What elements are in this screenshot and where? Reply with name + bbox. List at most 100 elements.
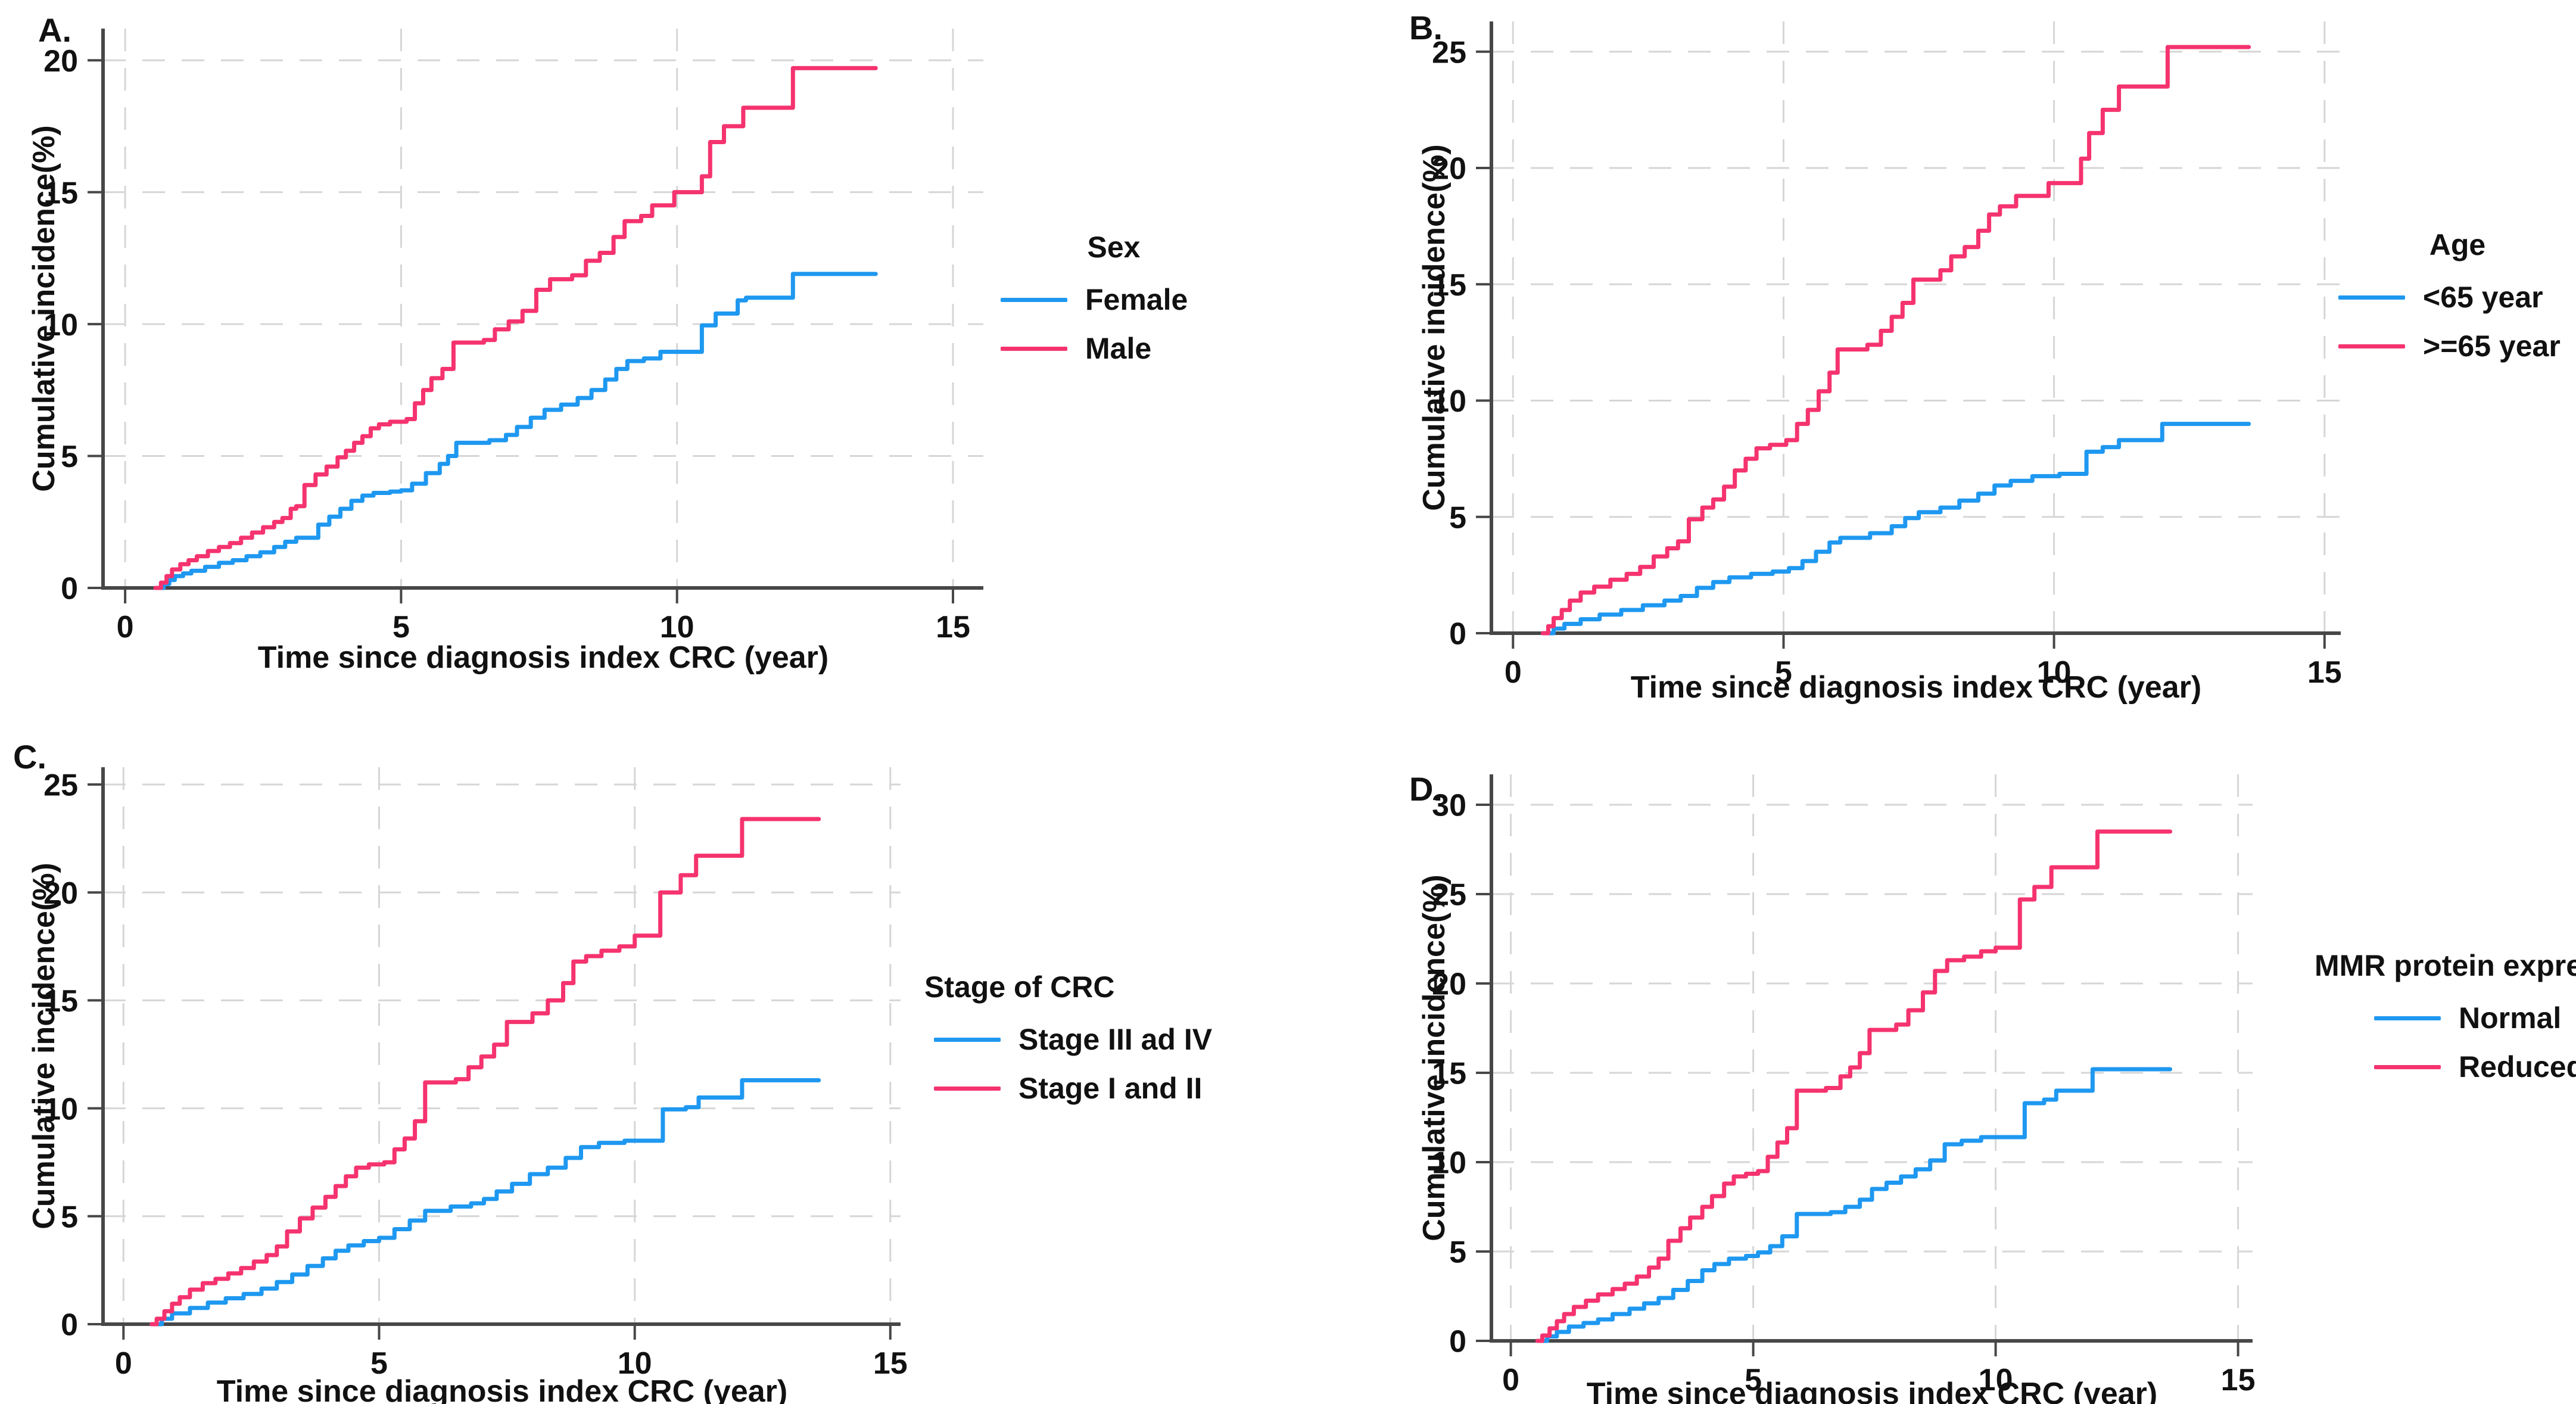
legend-age: Age <65 year >=65 year xyxy=(2326,228,2576,371)
svg-text:15: 15 xyxy=(2307,655,2342,690)
legend-line-swatch xyxy=(2374,1064,2441,1069)
svg-text:5: 5 xyxy=(1775,655,1792,690)
legend-item-label: <65 year xyxy=(2423,281,2543,314)
svg-text:0: 0 xyxy=(61,572,78,606)
svg-text:0: 0 xyxy=(1502,1363,1519,1397)
series-line-Reduced xyxy=(1535,829,2173,1343)
svg-text:10: 10 xyxy=(1432,1146,1466,1181)
legend-line-swatch xyxy=(934,1037,1001,1042)
axis-lines xyxy=(101,767,901,1326)
svg-text:15: 15 xyxy=(1432,1057,1466,1091)
series-line-Stage III ad IV xyxy=(149,1078,821,1327)
tick-labels: 0 5 10 15 20 25 0 5 10 15 xyxy=(43,768,908,1381)
legend-line-swatch xyxy=(2374,1016,2441,1020)
svg-text:0: 0 xyxy=(117,610,134,645)
svg-text:20: 20 xyxy=(43,44,78,79)
panel-a-x-axis-title: Time since diagnosis index CRC (year) xyxy=(257,640,829,675)
svg-text:10: 10 xyxy=(1979,1363,2013,1397)
svg-text:20: 20 xyxy=(1432,152,1466,186)
svg-text:5: 5 xyxy=(61,1200,78,1235)
svg-text:25: 25 xyxy=(1432,36,1466,70)
svg-text:5: 5 xyxy=(393,610,410,645)
series-line-Normal xyxy=(1535,1067,2173,1343)
series-line-Stage I and II xyxy=(149,817,821,1327)
svg-text:5: 5 xyxy=(1449,501,1466,536)
legend-item-label: Stage I and II xyxy=(1018,1072,1203,1105)
panel-d-y-axis-title: Cumulative incidence(%) xyxy=(1417,874,1451,1241)
svg-text:0: 0 xyxy=(61,1308,78,1343)
axis-lines xyxy=(1490,21,2341,635)
tick-marks xyxy=(1476,50,2326,649)
legend-line-swatch xyxy=(1001,297,1067,302)
svg-text:15: 15 xyxy=(873,1346,908,1381)
legend-item-label: Normal xyxy=(2459,1001,2562,1035)
tick-marks xyxy=(88,783,892,1340)
legend-title: Age xyxy=(2429,228,2486,262)
tick-marks xyxy=(88,59,954,603)
panel-letter-d: D. xyxy=(1409,770,1443,808)
svg-text:15: 15 xyxy=(1432,268,1466,303)
panel-c-x-axis-title: Time since diagnosis index CRC (year) xyxy=(216,1374,788,1404)
gridlines xyxy=(1491,21,2341,634)
svg-text:15: 15 xyxy=(936,610,970,645)
panel-c-y-axis-title: Cumulative incidence(%) xyxy=(27,863,61,1229)
svg-text:20: 20 xyxy=(1432,967,1466,1002)
svg-text:30: 30 xyxy=(1432,789,1466,823)
legend-line-swatch xyxy=(1001,346,1067,351)
tick-labels: 0 5 10 15 20 0 5 10 15 xyxy=(43,44,970,645)
panel-b-plot: 0 5 10 15 20 25 0 5 10 15 xyxy=(1432,21,2342,690)
svg-text:5: 5 xyxy=(370,1346,388,1381)
panel-a-plot: 0 5 10 15 20 0 5 10 15 xyxy=(43,29,983,645)
series-line->=65 year xyxy=(1540,45,2251,636)
panel-d-plot: 0 5 10 15 20 25 30 0 5 10 15 xyxy=(1432,774,2256,1397)
svg-text:0: 0 xyxy=(115,1346,132,1381)
svg-text:0: 0 xyxy=(1505,655,1522,690)
legend-item: Normal xyxy=(2315,994,2576,1042)
legend-item: Reduced xyxy=(2315,1042,2576,1091)
legend-item: Stage I and II xyxy=(922,1064,1232,1113)
panel-d-x-axis-title: Time since diagnosis index CRC (year) xyxy=(1586,1377,2158,1404)
legend-line-swatch xyxy=(934,1086,1001,1091)
legend-line-swatch xyxy=(2338,344,2405,348)
svg-text:5: 5 xyxy=(1449,1235,1466,1270)
legend-item: Stage III ad IV xyxy=(922,1015,1232,1064)
legend-item: >=65 year xyxy=(2326,322,2576,371)
series-line-Male xyxy=(153,66,878,590)
svg-text:5: 5 xyxy=(1745,1363,1762,1397)
tick-labels: 0 5 10 15 20 25 30 0 5 10 15 xyxy=(1432,789,2255,1397)
axis-lines xyxy=(1490,774,2253,1343)
legend-item-label: >=65 year xyxy=(2423,329,2561,363)
series-line-<65 year xyxy=(1540,422,2251,636)
legend-line-swatch xyxy=(2338,295,2405,300)
gridlines xyxy=(1491,774,2253,1342)
legend-item-label: Female xyxy=(1085,283,1188,316)
legend-title: Stage of CRC xyxy=(924,970,1115,1004)
legend-item: Female xyxy=(989,275,1239,324)
svg-text:20: 20 xyxy=(43,876,78,911)
legend-title: MMR protein expression xyxy=(2315,949,2576,982)
legend-stage: Stage of CRC Stage III ad IV Stage I and… xyxy=(922,970,1232,1113)
panel-letter-b: B. xyxy=(1409,9,1443,46)
legend-item: <65 year xyxy=(2326,273,2576,322)
svg-text:0: 0 xyxy=(1449,617,1466,652)
legend-item-label: Stage III ad IV xyxy=(1018,1023,1213,1056)
panel-a-y-axis-title: Cumulative incidence(%) xyxy=(27,125,61,492)
panel-letter-c: C. xyxy=(13,738,46,776)
svg-text:15: 15 xyxy=(43,176,78,210)
svg-text:5: 5 xyxy=(61,440,78,474)
svg-text:10: 10 xyxy=(1432,384,1466,419)
legend-item: Male xyxy=(989,324,1239,373)
legend-mmr: MMR protein expression Normal Reduced xyxy=(2315,948,2576,1091)
panel-letter-a: A. xyxy=(38,11,71,49)
panel-b-y-axis-title: Cumulative incidence(%) xyxy=(1417,144,1451,511)
svg-text:15: 15 xyxy=(2221,1363,2256,1397)
svg-text:25: 25 xyxy=(43,768,78,803)
legend-sex: Sex Female Male xyxy=(989,230,1239,373)
svg-text:10: 10 xyxy=(2037,655,2072,690)
gridlines xyxy=(103,29,983,589)
svg-text:15: 15 xyxy=(43,984,78,1019)
axis-lines xyxy=(101,29,983,590)
series-line-Female xyxy=(153,272,878,590)
tick-marks xyxy=(1476,804,2239,1356)
